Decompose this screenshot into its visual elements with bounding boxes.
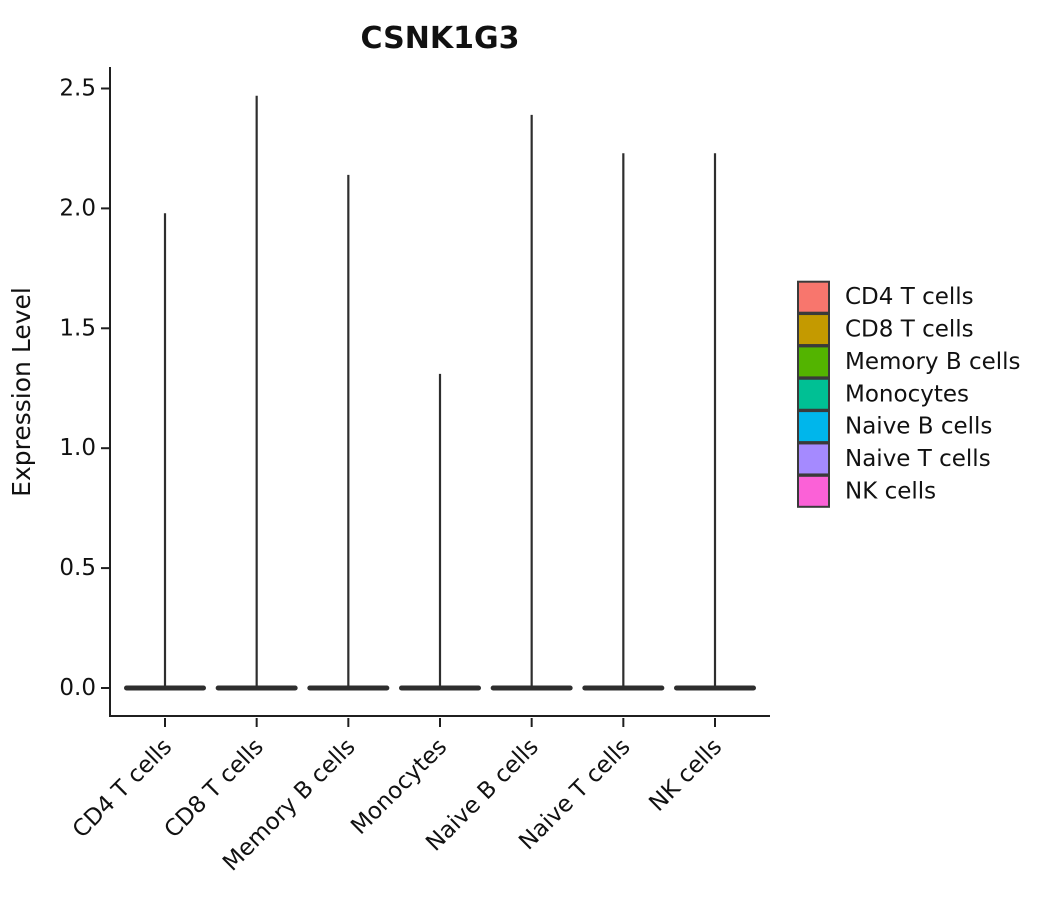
legend-swatch — [797, 313, 830, 347]
legend-label: NK cells — [845, 478, 936, 504]
y-axis-label: Expression Level — [7, 287, 36, 497]
legend-swatch — [797, 442, 830, 476]
violin — [124, 213, 206, 691]
legend-swatch — [797, 377, 830, 411]
violin-base — [674, 685, 756, 691]
violin-base — [490, 685, 573, 691]
y-axis-ticks: 0.0 0.5 1.0 1.5 2.0 2.5 — [59, 76, 109, 701]
y-tick-label: 1.5 — [59, 315, 96, 341]
legend-label: Monocytes — [845, 381, 969, 407]
violin — [490, 114, 573, 691]
legend-item: CD8 T cells — [797, 313, 974, 347]
y-tick-label: 1.0 — [59, 435, 96, 461]
legend-label: CD8 T cells — [845, 317, 974, 343]
violin — [215, 95, 298, 691]
legend-item: Naive T cells — [797, 442, 991, 476]
violin — [674, 153, 756, 691]
legend-item: CD4 T cells — [797, 280, 974, 314]
legend-label: Memory B cells — [845, 349, 1021, 375]
legend-item: Memory B cells — [797, 345, 1021, 379]
violin-base — [399, 685, 481, 691]
violin-base — [582, 685, 665, 691]
legend: CD4 T cells CD8 T cells Memory B cells Mono… — [797, 280, 1021, 508]
legend-swatch — [797, 280, 830, 314]
legend-swatch — [797, 410, 830, 444]
violins — [124, 95, 756, 691]
legend-label: Naive T cells — [845, 446, 991, 472]
violin — [307, 174, 390, 691]
axes — [109, 67, 770, 717]
legend-item: NK cells — [797, 474, 936, 508]
violin — [582, 153, 665, 691]
violin-base — [124, 685, 206, 691]
legend-swatch — [797, 474, 830, 508]
legend-label: CD4 T cells — [845, 284, 974, 310]
violin — [399, 373, 481, 691]
chart-title: CSNK1G3 — [361, 21, 520, 56]
violin-base — [215, 685, 298, 691]
legend-item: Monocytes — [797, 377, 969, 411]
legend-swatch — [797, 345, 830, 379]
y-tick-label: 2.5 — [59, 76, 96, 102]
y-tick-label: 0.5 — [59, 555, 96, 581]
x-tick-label: NK cells — [644, 734, 727, 817]
y-tick-label: 2.0 — [59, 195, 96, 221]
violin-base — [307, 685, 390, 691]
legend-item: Naive B cells — [797, 410, 992, 444]
legend-label: Naive B cells — [845, 414, 992, 440]
y-tick-label: 0.0 — [59, 675, 96, 701]
